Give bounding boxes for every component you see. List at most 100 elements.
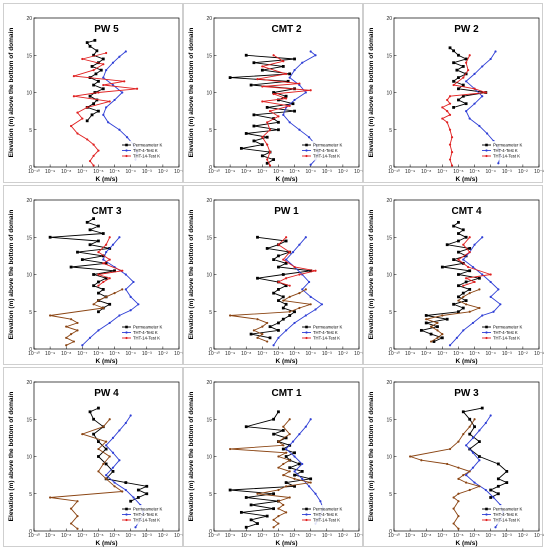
data-point — [102, 63, 105, 66]
series-line — [97, 237, 124, 287]
data-point — [272, 344, 275, 347]
legend-marker — [125, 149, 128, 152]
y-tick-label: 10 — [206, 273, 212, 279]
y-tick-label: 15 — [386, 417, 392, 423]
data-point — [281, 317, 285, 321]
y-axis-label: Elevation (m) above the bottom of domain — [368, 392, 375, 522]
y-axis-label: Elevation (m) above the bottom of domain — [8, 28, 15, 158]
data-point — [499, 303, 502, 306]
data-point — [492, 310, 495, 313]
y-axis-label: Elevation (m) above the bottom of domain — [368, 28, 375, 158]
data-point — [298, 462, 301, 466]
data-point — [293, 98, 296, 102]
data-point — [457, 220, 460, 224]
legend-marker — [125, 143, 128, 147]
data-point — [81, 433, 84, 436]
data-point — [97, 280, 100, 284]
data-point — [319, 500, 322, 503]
data-point — [97, 79, 100, 83]
x-tick-label: 10⁻² — [338, 169, 348, 175]
data-point — [272, 417, 275, 421]
data-point — [489, 488, 493, 492]
y-tick-label: 15 — [26, 417, 32, 423]
data-point — [272, 291, 275, 295]
data-point — [244, 425, 248, 429]
data-point — [97, 149, 100, 152]
x-tick-label: 10⁻⁶ — [453, 351, 463, 357]
legend-label: THT-4-Test K — [313, 330, 338, 335]
legend-marker — [485, 336, 488, 340]
x-tick-label: 10⁻³ — [142, 533, 152, 539]
data-point — [314, 269, 317, 272]
data-point — [468, 432, 472, 436]
data-point — [266, 121, 269, 124]
y-tick-label: 5 — [209, 492, 212, 498]
x-tick-label: 10⁻² — [518, 351, 528, 357]
data-point — [446, 98, 449, 102]
data-point — [282, 60, 285, 63]
series-line — [424, 288, 481, 342]
data-point — [49, 496, 52, 499]
legend-label: THT-4-Test K — [493, 148, 518, 153]
data-point — [288, 121, 291, 124]
legend-box — [300, 323, 358, 343]
legend-marker — [485, 331, 488, 334]
legend-label: Permeameter K — [493, 507, 523, 512]
y-tick-label: 20 — [386, 380, 392, 386]
series-line — [230, 289, 311, 343]
data-point — [105, 295, 108, 298]
data-point — [118, 314, 121, 317]
data-point — [129, 414, 132, 417]
data-point — [277, 120, 280, 124]
data-point — [457, 299, 460, 302]
data-point — [288, 251, 291, 254]
x-tick-label: 10⁻⁸ — [421, 533, 431, 539]
data-point — [464, 57, 468, 61]
legend-marker — [125, 336, 128, 340]
y-tick-label: 15 — [26, 235, 32, 241]
data-point — [90, 113, 94, 117]
data-point — [462, 76, 465, 79]
x-tick-label: 10⁻⁴ — [485, 169, 495, 175]
data-point — [81, 117, 84, 120]
data-point — [92, 164, 95, 167]
legend-marker — [305, 507, 308, 511]
data-point — [272, 518, 275, 521]
data-point — [462, 258, 465, 261]
data-point — [281, 447, 285, 451]
data-point — [494, 526, 497, 529]
data-point — [440, 336, 444, 340]
data-point — [252, 139, 256, 143]
data-point — [97, 91, 100, 94]
data-point — [102, 425, 105, 428]
data-point — [293, 477, 296, 480]
data-point — [76, 250, 79, 254]
data-point — [85, 119, 89, 123]
y-tick-label: 15 — [206, 417, 212, 423]
series-line — [70, 52, 138, 166]
data-point — [284, 481, 288, 484]
data-point — [293, 321, 296, 325]
data-point — [448, 95, 452, 98]
data-point — [93, 38, 97, 42]
legend-label: THT-4-Test K — [133, 148, 158, 153]
legend-marker — [485, 154, 488, 158]
data-point — [478, 459, 481, 462]
data-point — [104, 462, 108, 466]
data-point — [452, 61, 455, 65]
chart-title: CMT 2 — [272, 24, 302, 35]
data-point — [285, 447, 288, 451]
data-point — [76, 515, 79, 518]
data-point — [277, 265, 280, 269]
data-point — [462, 243, 465, 246]
data-point — [88, 94, 92, 98]
data-point — [457, 492, 460, 495]
chart-panel: 10⁻¹⁰ 10⁻⁹ 10⁻⁸ 10⁻⁷ 10⁻⁶ 10⁻⁵ 10⁻⁴ 10⁻³ 10⁻² 10⁻… — [363, 185, 544, 365]
x-tick-label: 10⁻¹ — [534, 533, 544, 539]
data-point — [97, 224, 100, 228]
x-tick-label: 10⁻¹ — [354, 351, 364, 357]
legend-label: THT-4-Test K — [493, 512, 518, 517]
data-point — [288, 314, 292, 317]
chart-title: PW 3 — [454, 388, 479, 399]
x-tick-label: 10⁻⁵ — [289, 533, 299, 539]
